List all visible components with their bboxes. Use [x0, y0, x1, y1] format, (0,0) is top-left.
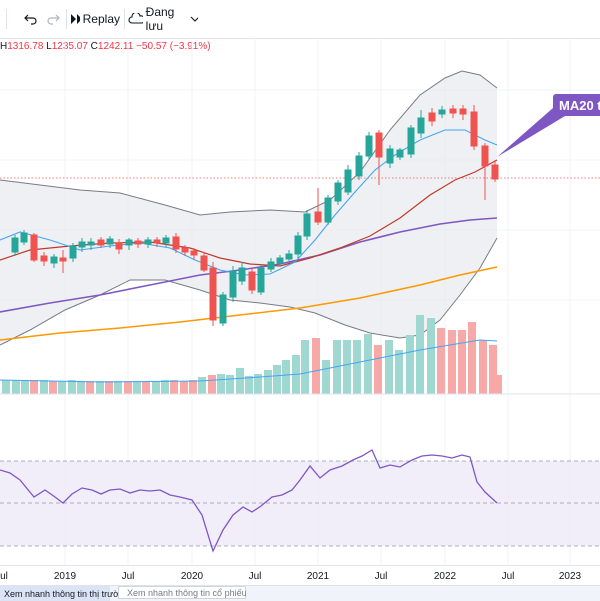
stock-quick-search-label: Xem nhanh thông tin cổ phiếu	[127, 587, 247, 598]
time-axis-label: 2020	[180, 571, 204, 582]
ohlc-legend: H1316.78 L1235.07 C1242.11 −50.57 (−3.91…	[0, 41, 211, 52]
tab-market-overview-label: Xem nhanh thông tin thị trường	[4, 588, 130, 599]
ma-orange-line	[0, 266, 498, 341]
volume-bars	[2, 315, 502, 394]
bottom-bar: Xem nhanh thông tin thị trường Xem nhanh…	[0, 585, 600, 601]
time-axis-label: Jul	[501, 571, 515, 582]
toolbar-divider	[124, 9, 125, 29]
replay-button[interactable]: Replay	[70, 8, 120, 30]
redo-button[interactable]	[42, 8, 64, 30]
close-key: C	[90, 41, 98, 52]
time-axis-label: 2022	[433, 571, 457, 582]
time-axis-label: ul	[0, 571, 8, 582]
high-value: 1316.78	[7, 41, 44, 52]
ma-blue-line	[0, 129, 498, 276]
volume-ma-line	[0, 339, 498, 383]
ma20-label-pointer	[497, 108, 565, 157]
chart-toolbar: Replay Đang lưu	[0, 0, 600, 39]
low-value: 1235.07	[51, 41, 88, 52]
bollinger-upper-band	[0, 70, 498, 216]
time-axis-label: Jul	[121, 571, 135, 582]
ma20-label: MA20 th	[553, 94, 600, 116]
replay-label: Replay	[82, 12, 120, 26]
high-key: H	[0, 41, 8, 52]
tab-market-overview[interactable]: Xem nhanh thông tin thị trường	[0, 586, 129, 601]
time-axis[interactable]: ul 2019 Jul 2020 Jul 2021 Jul 2022 Jul 2…	[0, 565, 600, 586]
undo-button[interactable]	[20, 8, 42, 30]
save-status-button[interactable]: Đang lưu	[128, 5, 199, 33]
price-chart[interactable]	[0, 38, 600, 565]
time-axis-label: 2021	[306, 571, 330, 582]
chevron-down-icon	[190, 16, 199, 22]
rsi-band	[0, 461, 600, 546]
close-value: 1242.11	[97, 41, 134, 52]
time-axis-label: 2023	[558, 571, 582, 582]
stock-quick-search[interactable]: Xem nhanh thông tin cổ phiếu	[118, 586, 247, 599]
undo-icon	[24, 14, 37, 25]
time-axis-label: Jul	[374, 571, 388, 582]
candlesticks	[11, 105, 499, 326]
toolbar-divider	[66, 9, 67, 29]
time-axis-label: 2019	[53, 571, 77, 582]
redo-icon	[47, 14, 60, 25]
replay-icon	[71, 14, 80, 24]
save-status-label: Đang lưu	[145, 5, 175, 33]
change-value: −50.57 (−3.91%)	[136, 41, 211, 52]
low-key: L	[46, 41, 52, 52]
rsi-line	[0, 449, 498, 553]
bollinger-band-fill	[0, 71, 497, 345]
time-axis-label: Jul	[248, 571, 262, 582]
cloud-icon	[128, 13, 143, 24]
toolbar-divider	[6, 9, 7, 29]
